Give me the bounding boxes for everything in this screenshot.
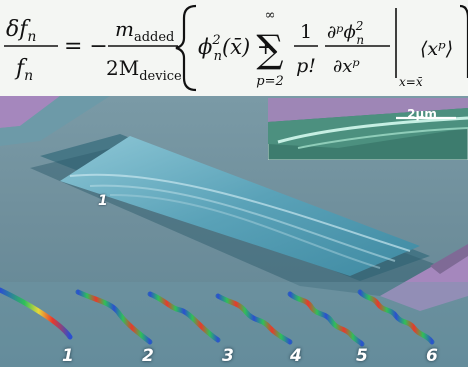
sum-upper: ∞ <box>265 8 276 23</box>
scale-bar-label: 2μm <box>407 107 437 121</box>
mode-label-5: 5 <box>356 346 368 366</box>
phi-term: ϕ2 n(x̄) + <box>198 33 274 64</box>
equals-minus: = − <box>64 34 108 59</box>
coef-denominator: 2Mdevice <box>106 56 182 84</box>
mode-label-1: 1 <box>62 346 74 366</box>
deriv-bottom: ∂xᵖ <box>333 56 360 77</box>
eval-sub: x=x̄ <box>399 75 423 89</box>
mode-shape-5 <box>287 291 365 347</box>
mode-label-2: 2 <box>142 346 154 366</box>
equation-svg: δfn fn = − madded 2Mdevice ϕ2 n(x̄) + ∞ ∑… <box>4 4 468 92</box>
sum-symbol: ∑ <box>256 27 283 71</box>
mode-shape-6 <box>357 289 435 345</box>
mode-shapes <box>0 287 435 347</box>
frac-pfact: p! <box>296 55 316 77</box>
sum-lower: p=2 <box>256 74 284 89</box>
equation-panel: δfn fn = − madded 2Mdevice ϕ2 n(x̄) + ∞ ∑… <box>0 0 468 96</box>
mode-label-4: 4 <box>290 346 302 366</box>
lhs-denominator: fn <box>14 56 33 84</box>
frac-one: 1 <box>300 21 312 43</box>
inset-micrograph <box>268 98 468 160</box>
right-brace <box>459 4 468 78</box>
left-contact-pad <box>0 96 60 128</box>
beam-label: 1 <box>98 193 108 209</box>
mode-label-3: 3 <box>222 346 234 366</box>
lhs-numerator: δfn <box>6 17 36 45</box>
mode-shape-1 <box>0 287 73 340</box>
mode-shape-3 <box>147 291 221 343</box>
moment: ⟨xᵖ⟩ <box>420 38 453 60</box>
coef-numerator: madded <box>115 17 174 45</box>
deriv-top: ∂ᵖϕ2 n <box>327 19 364 47</box>
left-brace <box>175 4 197 92</box>
mode-shape-2 <box>75 289 153 345</box>
mode-label-6: 6 <box>426 346 438 366</box>
nanowire-beam <box>60 136 420 276</box>
mode-shape-4 <box>215 293 293 345</box>
